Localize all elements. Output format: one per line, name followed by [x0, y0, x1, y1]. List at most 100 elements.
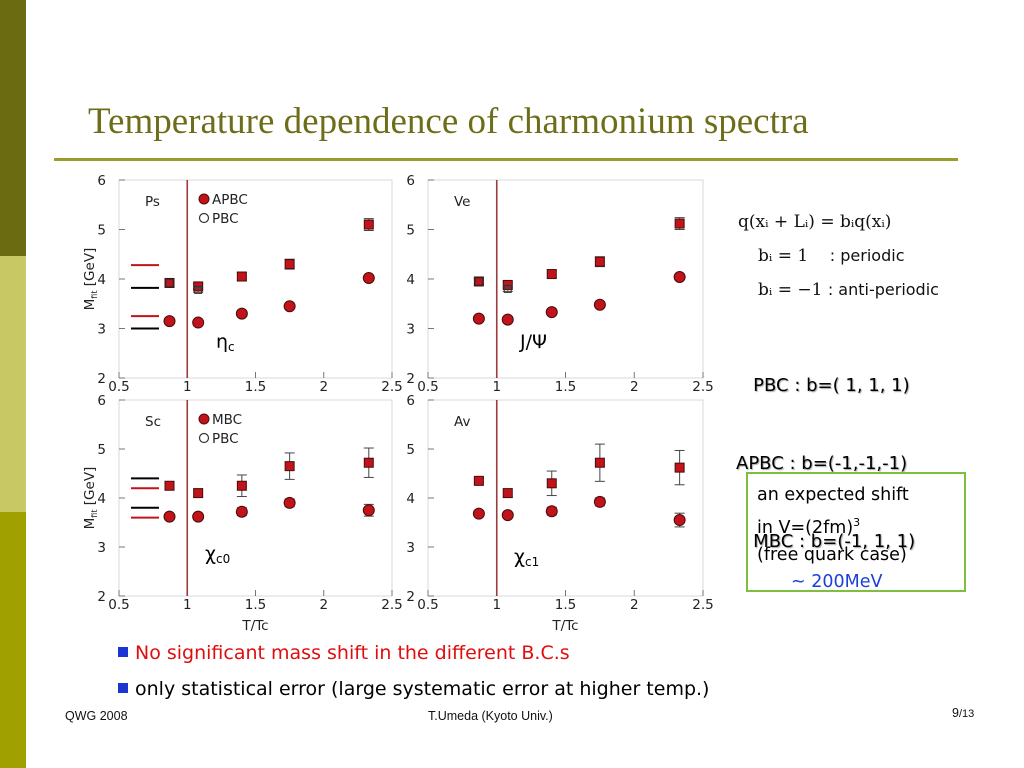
data-point-open-square	[503, 284, 512, 293]
data-point-square	[284, 461, 295, 472]
bc-line-apbc: APBC : b=(-1,-1,-1)	[736, 453, 908, 474]
y-tick-label: 3	[97, 322, 106, 338]
footer-author: T.Umeda (Kyoto Univ.)	[428, 709, 553, 723]
y-tick-label: 3	[97, 540, 106, 556]
sidebar-decoration	[0, 0, 26, 768]
y-axis-label-main: M	[82, 518, 98, 530]
particle-label-sub: c0	[216, 552, 230, 566]
y-tick-label: 4	[406, 491, 415, 507]
y-tick-label: 3	[406, 322, 415, 338]
panel-channel-label: Ve	[454, 194, 471, 210]
x-tick-label: 1.5	[245, 379, 266, 395]
data-point-square	[546, 478, 557, 489]
plot-frame	[427, 399, 704, 597]
x-tick-label: 2.5	[381, 379, 402, 395]
legend-marker-filled	[198, 193, 210, 205]
footer-conference: QWG 2008	[65, 709, 128, 723]
y-tick-label: 2	[406, 371, 415, 387]
particle-label-main: J/Ψ	[519, 331, 547, 353]
formula-line-2: bᵢ = 1 : periodic	[738, 239, 939, 273]
y-tick-label: 4	[97, 491, 106, 507]
y-tick-label: 5	[97, 442, 106, 458]
plot-panel-av: 0.5 1 1.5 2 2.5 2 3 4 5 6 Av T/Tc χc1	[406, 393, 713, 634]
data-point-square	[674, 218, 685, 229]
y-tick-label: 6	[406, 173, 415, 189]
formula-line-3-desc: : anti-periodic	[827, 280, 939, 299]
bc-line-mbc: MBC : b=(-1, 1, 1)	[736, 531, 916, 552]
shift-line-1: an expected shift	[757, 485, 909, 505]
data-point-circle	[192, 510, 205, 523]
bullet-item-1: No significant mass shift in the differe…	[118, 642, 570, 664]
expected-shift-box: an expected shift in V=(2fm)3 (free quar…	[746, 472, 966, 592]
y-tick-label: 2	[97, 371, 106, 387]
data-point-open-square	[194, 285, 203, 294]
x-tick-label: 2	[319, 379, 328, 395]
bullet-text-1: No significant mass shift in the differe…	[135, 642, 570, 664]
slide-title: Temperature dependence of charmonium spe…	[88, 101, 809, 142]
y-axis-label: Mfit [GeV]	[82, 467, 99, 530]
x-tick-label: 0.5	[108, 597, 129, 613]
y-tick-label: 2	[406, 589, 415, 605]
data-point-square	[164, 480, 175, 491]
data-point-circle	[192, 316, 205, 329]
bullet-text-2: only statistical error (large systematic…	[135, 678, 710, 700]
x-tick-label: 1.5	[245, 597, 266, 613]
boundary-condition-list: PBC : b=( 1, 1, 1) APBC : b=(-1,-1,-1) M…	[736, 321, 915, 581]
bullet-square-icon	[118, 647, 128, 657]
data-point-circle	[163, 315, 176, 328]
particle-label: J/Ψ	[519, 331, 547, 353]
y-tick-label: 6	[97, 393, 106, 409]
particle-label: χc1	[514, 546, 539, 569]
data-point-circle	[472, 507, 485, 520]
data-point-square	[546, 269, 557, 280]
page-total: /13	[958, 708, 975, 720]
data-point-open-square	[165, 278, 174, 287]
x-tick-label: 2.5	[692, 597, 713, 613]
title-underline	[54, 158, 958, 161]
y-tick-label: 4	[406, 272, 415, 288]
data-point-circle	[283, 496, 296, 509]
x-tick-label: 1	[492, 597, 501, 613]
data-point-circle	[593, 298, 606, 311]
particle-label: χc0	[205, 543, 230, 566]
legend-marker-open	[198, 432, 210, 444]
plot-panel-ve: 0.5 1 1.5 2 2.5 2 3 4 5 6 Ve J/Ψ	[406, 173, 713, 395]
data-point-square	[193, 488, 204, 499]
particle-label-sub: c	[228, 340, 235, 354]
plot-panel-sc: 0.5 1 1.5 2 2.5 2 3 4 5 6 Sc MBC PBC Mfit [GeV] T/Tc χc…	[82, 393, 403, 634]
x-tick-label: 2	[630, 379, 639, 395]
data-point-circle	[501, 509, 514, 522]
bullet-item-2: only statistical error (large systematic…	[118, 678, 709, 700]
data-point-circle	[472, 312, 485, 325]
plot-frame	[427, 179, 704, 379]
particle-label-main: χ	[514, 546, 525, 568]
particle-label-main: χ	[205, 543, 216, 565]
shift-line-2-text: in V=(2fm)	[757, 517, 854, 538]
y-tick-label: 4	[97, 272, 106, 288]
data-point-circle	[283, 300, 296, 313]
data-point-circle	[163, 510, 176, 523]
data-point-square	[284, 259, 295, 270]
panel-channel-label: Ps	[145, 194, 160, 210]
formula-line-2-eq: bᵢ = 1	[758, 246, 809, 266]
data-point-square	[164, 277, 175, 288]
data-point-square	[594, 457, 605, 468]
data-point-square	[236, 480, 247, 491]
data-point-circle	[362, 504, 375, 517]
shift-line-2-exponent: 3	[853, 516, 861, 529]
particle-label: ηc	[216, 331, 235, 354]
data-point-circle	[235, 307, 248, 320]
y-tick-label: 5	[406, 223, 415, 239]
x-tick-label: 2	[319, 597, 328, 613]
y-axis-label-unit: [GeV]	[82, 467, 98, 510]
panel-channel-label: Sc	[145, 414, 161, 430]
legend-marker-open	[198, 212, 210, 224]
data-point-square	[363, 457, 374, 468]
x-tick-label: 0.5	[108, 379, 129, 395]
data-point-circle	[673, 271, 686, 284]
data-point-square	[473, 276, 484, 287]
plot-panel-ps: 0.5 1 1.5 2 2.5 2 3 4 5 6 Ps APBC PBC Mfit [GeV] ηc	[82, 173, 403, 395]
boundary-condition-formula: q(xᵢ + Lᵢ) = bᵢq(xᵢ) bᵢ = 1 : periodic b…	[738, 206, 939, 307]
shift-line-3: (free quark case)	[757, 544, 907, 565]
